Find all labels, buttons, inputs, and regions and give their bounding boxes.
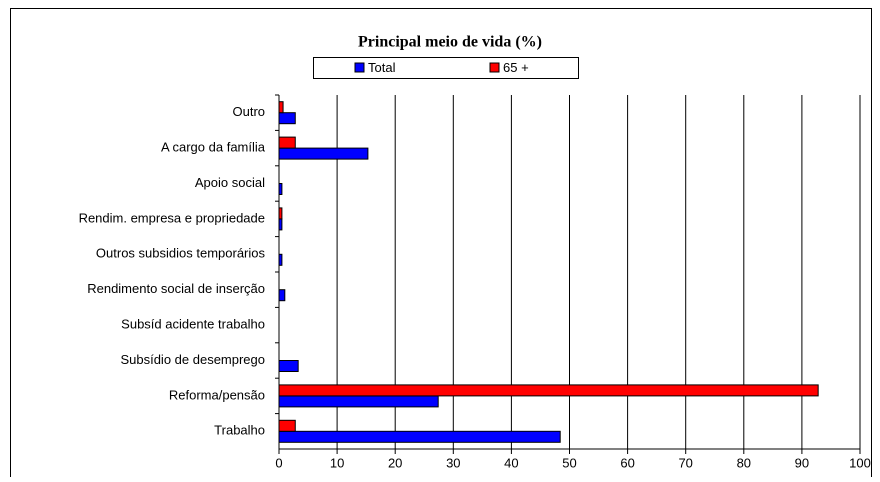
- legend-label: Total: [368, 60, 396, 75]
- x-tick-label: 90: [795, 455, 809, 470]
- bar: [278, 183, 283, 195]
- y-tick-label: Trabalho: [214, 423, 265, 438]
- x-tick-label: 70: [678, 455, 692, 470]
- x-tick-label: 40: [504, 455, 518, 470]
- x-tick-label: 60: [620, 455, 634, 470]
- y-tick-label: A cargo da família: [161, 140, 266, 155]
- y-tick-label: Subsídio de desemprego: [120, 352, 265, 367]
- bar: [278, 384, 819, 397]
- x-tick-label: 80: [737, 455, 751, 470]
- bar: [278, 112, 296, 125]
- x-tick-label: 0: [275, 455, 282, 470]
- x-tick-label: 100: [849, 455, 871, 470]
- legend-swatch: [489, 62, 500, 73]
- y-tick-label: Reforma/pensão: [169, 387, 265, 402]
- bar: [278, 101, 284, 114]
- bar: [278, 289, 286, 302]
- x-tick-label: 50: [562, 455, 576, 470]
- chart-border: [10, 8, 872, 482]
- y-tick-label: Rendim. empresa e propriedade: [79, 210, 265, 225]
- bar: [278, 430, 561, 443]
- y-tick-label: Apoio social: [195, 175, 265, 190]
- y-tick-label: Subsíd acidente trabalho: [121, 317, 265, 332]
- y-tick-label: Outro: [232, 104, 265, 119]
- legend-label: 65 +: [503, 60, 529, 75]
- bar: [278, 419, 296, 432]
- x-tick-label: 10: [330, 455, 344, 470]
- x-tick-label: 20: [388, 455, 402, 470]
- x-tick-label: 30: [446, 455, 460, 470]
- bar: [278, 253, 283, 266]
- bar: [278, 360, 299, 372]
- bar: [278, 218, 283, 231]
- bar: [278, 147, 369, 160]
- bar: [278, 136, 296, 149]
- legend-swatch: [354, 62, 365, 73]
- legend-box: [313, 57, 579, 79]
- y-tick-label: Rendimento social de inserção: [87, 281, 265, 296]
- bar: [278, 395, 439, 408]
- y-tick-label: Outros subsidios temporários: [96, 246, 266, 261]
- chart-title: Principal meio de vida (%): [358, 34, 542, 51]
- bar: [278, 207, 283, 220]
